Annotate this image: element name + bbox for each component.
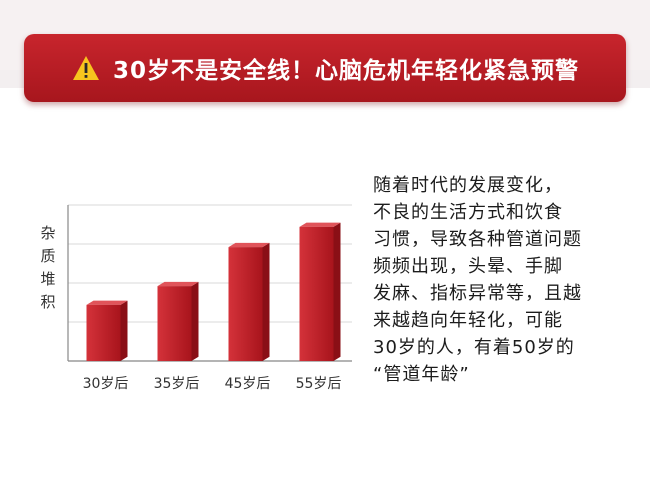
bar-top <box>86 300 128 305</box>
bar-side <box>191 281 199 361</box>
y-axis-label-char: 杂 <box>40 224 56 242</box>
bar-side <box>262 242 270 361</box>
bar-chart: 30岁后 35岁后 45岁后 55岁后 <box>67 204 352 392</box>
x-tick-label: 55岁后 <box>296 376 342 392</box>
body-text-line: 习惯，导致各种管道问题 <box>373 229 582 250</box>
bar <box>157 286 192 361</box>
x-tick-label: 30岁后 <box>83 376 129 392</box>
bar <box>86 304 121 361</box>
warning-icon <box>72 56 99 80</box>
warning-banner: 30岁不是安全线！心脑危机年轻化紧急预警 <box>24 34 626 102</box>
body-text-line: 不良的生活方式和饮食 <box>373 202 563 223</box>
bar-side <box>333 222 341 361</box>
banner-title: 30岁不是安全线！心脑危机年轻化紧急预警 <box>112 58 579 84</box>
y-axis-label-char: 堆 <box>40 270 56 288</box>
body-text-line: “管道年龄” <box>373 364 470 385</box>
bar-side <box>120 300 128 361</box>
body-text-line: 随着时代的发展变化， <box>373 175 563 196</box>
bar <box>228 247 263 361</box>
y-axis-label-char: 质 <box>40 247 56 265</box>
y-axis-label-char: 积 <box>40 293 56 311</box>
body-text-line: 发麻、指标异常等，且越 <box>373 283 582 304</box>
bar-top <box>228 242 270 248</box>
y-axis-label: 杂质堆积 <box>36 222 60 314</box>
bar-top <box>299 222 341 227</box>
body-text: 随着时代的发展变化， 不良的生活方式和饮食 习惯，导致各种管道问题 频频出现，头晕、手… <box>373 172 623 388</box>
bar-top <box>157 281 199 287</box>
x-tick-label: 35岁后 <box>154 376 200 392</box>
body-text-line: 来越趋向年轻化，可能 <box>373 310 563 331</box>
body-text-line: 频频出现，头晕、手脚 <box>373 256 563 277</box>
body-text-line: 30岁的人，有着50岁的 <box>373 337 575 358</box>
x-tick-label: 45岁后 <box>225 376 271 392</box>
bar <box>299 226 334 361</box>
